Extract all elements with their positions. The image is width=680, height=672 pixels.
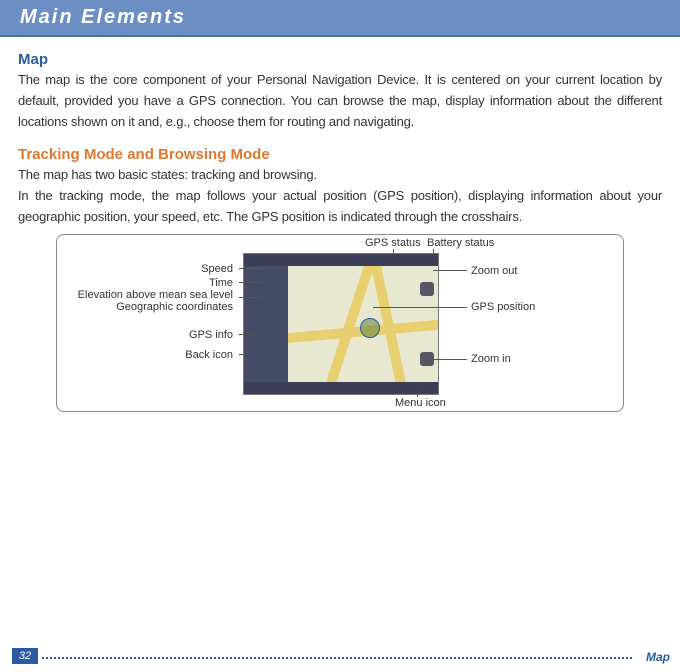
screenshot-map-area xyxy=(288,266,438,382)
page-footer: 32 Map xyxy=(0,642,680,664)
footer-dots xyxy=(42,657,632,659)
modes-heading: Tracking Mode and Browsing Mode xyxy=(18,146,662,163)
header-title: Main Elements xyxy=(20,6,660,29)
label-time: Time xyxy=(209,277,233,289)
label-elevation: Elevation above mean sea level Geographi… xyxy=(73,289,233,313)
label-zoom-out: Zoom out xyxy=(471,265,517,277)
label-gps-info: GPS info xyxy=(189,329,233,341)
content-area: Map The map is the core component of you… xyxy=(0,37,680,412)
zoom-out-icon xyxy=(420,282,434,296)
crosshair-icon xyxy=(360,318,380,338)
label-gps-position: GPS position xyxy=(471,301,535,313)
screenshot-bottom-bar xyxy=(244,382,438,394)
label-zoom-in: Zoom in xyxy=(471,353,511,365)
zoom-in-icon xyxy=(420,352,434,366)
footer-section-label: Map xyxy=(646,650,670,664)
diagram-box: GPS status Battery status Speed Time Ele… xyxy=(56,234,624,412)
modes-body-2: In the tracking mode, the map follows yo… xyxy=(18,186,662,228)
screenshot-left-panel xyxy=(244,266,288,382)
label-battery-status: Battery status xyxy=(427,237,494,249)
label-speed: Speed xyxy=(201,263,233,275)
page-number: 32 xyxy=(12,648,38,664)
screenshot-top-bar xyxy=(244,254,438,266)
label-gps-status: GPS status xyxy=(365,237,421,249)
map-body-text: The map is the core component of your Pe… xyxy=(18,70,662,132)
modes-body-1: The map has two basic states: tracking a… xyxy=(18,165,662,186)
map-heading: Map xyxy=(18,51,662,68)
label-back-icon: Back icon xyxy=(185,349,233,361)
device-screenshot xyxy=(243,253,439,395)
label-menu-icon: Menu icon xyxy=(395,397,446,409)
page-header: Main Elements xyxy=(0,0,680,37)
